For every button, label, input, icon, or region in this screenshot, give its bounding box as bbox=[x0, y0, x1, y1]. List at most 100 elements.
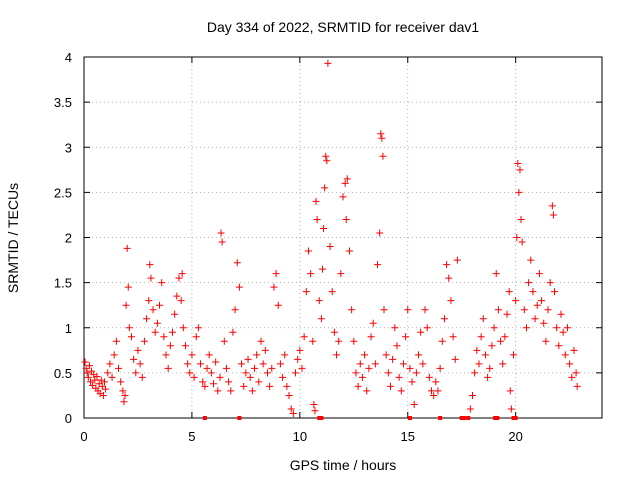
data-point bbox=[363, 387, 371, 395]
data-point bbox=[551, 288, 559, 296]
data-point bbox=[147, 274, 155, 282]
data-point bbox=[272, 270, 280, 278]
data-point bbox=[322, 152, 330, 160]
data-point bbox=[546, 279, 554, 287]
data-point bbox=[86, 378, 94, 386]
data-point bbox=[304, 247, 312, 255]
data-point bbox=[302, 288, 310, 296]
data-point bbox=[124, 283, 132, 291]
y-tick-label: 3 bbox=[65, 140, 72, 155]
data-point bbox=[287, 405, 295, 413]
data-point bbox=[289, 409, 297, 417]
data-point bbox=[425, 373, 433, 381]
data-point bbox=[173, 292, 181, 300]
data-point bbox=[365, 364, 373, 372]
data-point bbox=[361, 351, 369, 359]
data-point bbox=[501, 333, 509, 341]
data-point bbox=[427, 387, 435, 395]
data-point bbox=[296, 346, 304, 354]
data-point bbox=[197, 360, 205, 368]
data-point bbox=[529, 288, 537, 296]
data-point bbox=[281, 351, 289, 359]
data-point bbox=[192, 333, 200, 341]
data-point bbox=[320, 224, 328, 232]
data-point bbox=[285, 391, 293, 399]
zero-marker bbox=[438, 416, 443, 420]
data-point bbox=[376, 229, 384, 237]
data-point bbox=[477, 333, 485, 341]
data-point bbox=[115, 364, 123, 372]
data-point bbox=[453, 256, 461, 264]
data-point bbox=[313, 215, 321, 223]
data-point bbox=[122, 301, 130, 309]
data-point bbox=[181, 342, 189, 350]
data-point bbox=[393, 342, 401, 350]
data-point bbox=[318, 265, 326, 273]
zero-marker bbox=[466, 416, 471, 420]
data-point bbox=[466, 405, 474, 413]
data-point bbox=[533, 301, 541, 309]
zero-marker bbox=[237, 416, 242, 420]
data-point bbox=[535, 270, 543, 278]
data-point bbox=[553, 324, 561, 332]
data-point bbox=[382, 351, 390, 359]
x-tick-label: 15 bbox=[401, 429, 415, 444]
data-point bbox=[436, 364, 444, 372]
data-point bbox=[352, 369, 360, 377]
data-point bbox=[166, 342, 174, 350]
data-point bbox=[475, 360, 483, 368]
data-point bbox=[212, 358, 220, 366]
data-point bbox=[538, 297, 546, 305]
data-point bbox=[440, 315, 448, 323]
data-point bbox=[399, 360, 407, 368]
data-point bbox=[231, 306, 239, 314]
data-point bbox=[83, 369, 91, 377]
data-point bbox=[251, 364, 259, 372]
data-point bbox=[333, 351, 341, 359]
zero-marker bbox=[511, 416, 516, 420]
data-point bbox=[175, 274, 183, 282]
data-point bbox=[218, 238, 226, 246]
data-point bbox=[270, 283, 278, 291]
data-point bbox=[261, 346, 269, 354]
data-point bbox=[294, 355, 302, 363]
data-point bbox=[520, 306, 528, 314]
data-point bbox=[117, 378, 125, 386]
data-point bbox=[342, 215, 350, 223]
data-point bbox=[120, 398, 128, 406]
data-point bbox=[330, 328, 338, 336]
y-tick-label: 4 bbox=[65, 50, 72, 65]
data-point bbox=[127, 333, 135, 341]
data-point bbox=[136, 360, 144, 368]
data-point bbox=[380, 306, 388, 314]
data-point bbox=[356, 360, 364, 368]
data-point bbox=[300, 333, 308, 341]
y-tick-label: 0.5 bbox=[54, 366, 72, 381]
data-point bbox=[274, 301, 282, 309]
data-point bbox=[266, 382, 274, 390]
data-point bbox=[570, 346, 578, 354]
data-point bbox=[492, 270, 500, 278]
data-point bbox=[134, 346, 142, 354]
data-point bbox=[96, 390, 104, 398]
data-point bbox=[358, 373, 366, 381]
data-point bbox=[557, 310, 565, 318]
data-point bbox=[378, 134, 386, 142]
data-point bbox=[207, 369, 215, 377]
data-point bbox=[377, 130, 385, 138]
data-point bbox=[162, 351, 170, 359]
y-tick-labels: 0 0.5 1 1.5 2 2.5 3 3.5 4 bbox=[54, 50, 72, 426]
data-point bbox=[348, 306, 356, 314]
data-point bbox=[194, 324, 202, 332]
grid bbox=[84, 57, 602, 418]
data-point bbox=[573, 382, 581, 390]
data-point bbox=[335, 337, 343, 345]
data-point bbox=[391, 324, 399, 332]
data-point bbox=[101, 378, 109, 386]
data-point bbox=[404, 306, 412, 314]
data-point bbox=[374, 261, 382, 269]
data-point bbox=[312, 197, 320, 205]
data-point bbox=[283, 382, 291, 390]
data-point bbox=[123, 244, 131, 252]
